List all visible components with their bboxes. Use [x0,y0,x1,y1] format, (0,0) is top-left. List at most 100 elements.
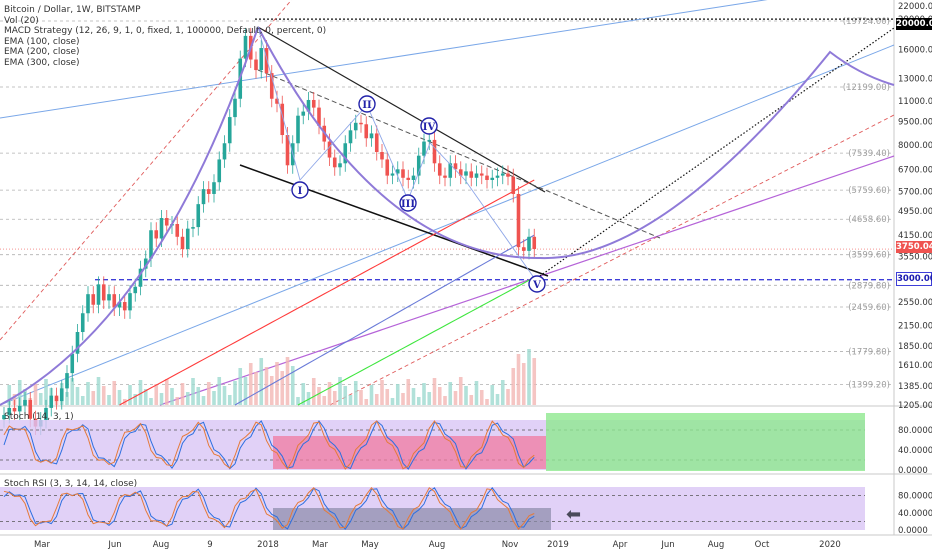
candle-body [343,143,348,164]
price-axis-tick: 4950.00 [898,207,932,217]
volume-bar [149,398,153,405]
candle-body [159,218,164,239]
candle-body [49,395,54,408]
candle-body [206,189,211,194]
candle-body [490,177,495,180]
stochrsi-d-line [3,487,535,530]
candle-body [191,227,195,229]
volume-bar [185,392,190,405]
volume-bar [65,392,69,405]
candle-body [275,98,279,104]
volume-bar [500,380,505,405]
volume-bar [464,386,468,405]
volume-bar [180,383,185,405]
wedge-upper-line [257,26,546,193]
stochrsi-zone [273,508,551,530]
price-axis-tick: 1850.00 [898,342,932,352]
fib-level-label: (7539.40) [848,149,890,159]
volume-bar [527,349,531,405]
candle-body [416,155,421,176]
candle-body [511,176,516,194]
time-axis-tick: Jun [660,540,674,550]
candle-body [380,152,384,160]
trend-line-red-dash [329,114,895,406]
candle-body [12,407,17,412]
volume-bar [348,395,353,405]
volume-bar [206,382,211,405]
stoch-legend: Stoch (14, 3, 1) [4,412,74,422]
candle-body [311,99,316,108]
candle-body [385,159,390,176]
volume-bar [38,393,43,405]
candle-body [301,111,306,116]
candle-body [458,169,463,176]
price-axis-tick: 6700.00 [898,165,932,175]
volume-bar [406,379,411,405]
candle-body [506,173,510,177]
candle-body [327,141,332,158]
volume-bar [86,382,90,405]
volume-bar [143,389,148,405]
candle-body [485,175,489,180]
fib-level-label: (1399.20) [848,380,890,390]
candle-body [369,133,374,139]
candle-body [443,175,447,178]
fib-level-label: (12199.00) [843,83,890,93]
wave-label-circle [420,117,438,135]
volume-bar [322,396,327,405]
candle-body [479,173,484,176]
volume-bar [264,367,269,405]
fib-level-label: (5759.60) [848,186,890,196]
stochrsi-tick: 40.0000 [898,509,932,519]
volume-bar [80,396,85,405]
stoch-d-line [3,420,535,470]
volume-bar [432,378,437,405]
volume-bar [275,362,279,405]
volume-bar [133,394,138,405]
volume-bar [33,384,38,405]
time-axis-tick: 2018 [257,540,279,550]
volume-bar [128,385,132,405]
candle-body [401,169,405,178]
projection-dotted-line [536,27,895,279]
candle-body [359,122,363,125]
candle-body [128,293,132,311]
volume-bar [238,368,243,405]
volume-bar [44,379,48,405]
volume-bar [296,397,300,405]
fib-level-label: (3599.60) [848,251,890,261]
trend-line-purple [159,155,895,406]
candle-body [521,247,526,251]
volume-bar [485,399,489,405]
legend-ema100: EMA (100, close) [4,36,80,47]
price-axis-tick: 16000.00 [898,46,932,56]
volume-bar [212,391,216,405]
candle-body [364,124,369,139]
candle-body [217,159,222,183]
wave-curve-up [0,26,259,406]
candle-body [390,173,395,176]
candle-body [164,218,169,226]
candle-body [44,407,48,421]
volume-bar [427,392,432,405]
candle-body [23,399,27,406]
candle-body [453,163,458,170]
volume-bar [453,391,458,405]
wave-label: IV [423,122,436,133]
wave-label-circle [291,181,309,199]
time-axis-tick: May [361,540,379,550]
volume-bar [117,390,122,405]
candle-body [264,48,269,74]
candle-body [175,224,180,237]
volume-bar [521,363,526,405]
candle-body [2,415,6,420]
wedge-lower-line [239,164,549,277]
volume-bar [332,391,337,405]
volume-bar [107,395,111,405]
volume-bar [448,382,453,405]
candle-body [285,135,290,166]
volume-bar [280,371,285,405]
candle-body [495,175,500,178]
price-tag-current: 3750.04 [896,241,932,253]
